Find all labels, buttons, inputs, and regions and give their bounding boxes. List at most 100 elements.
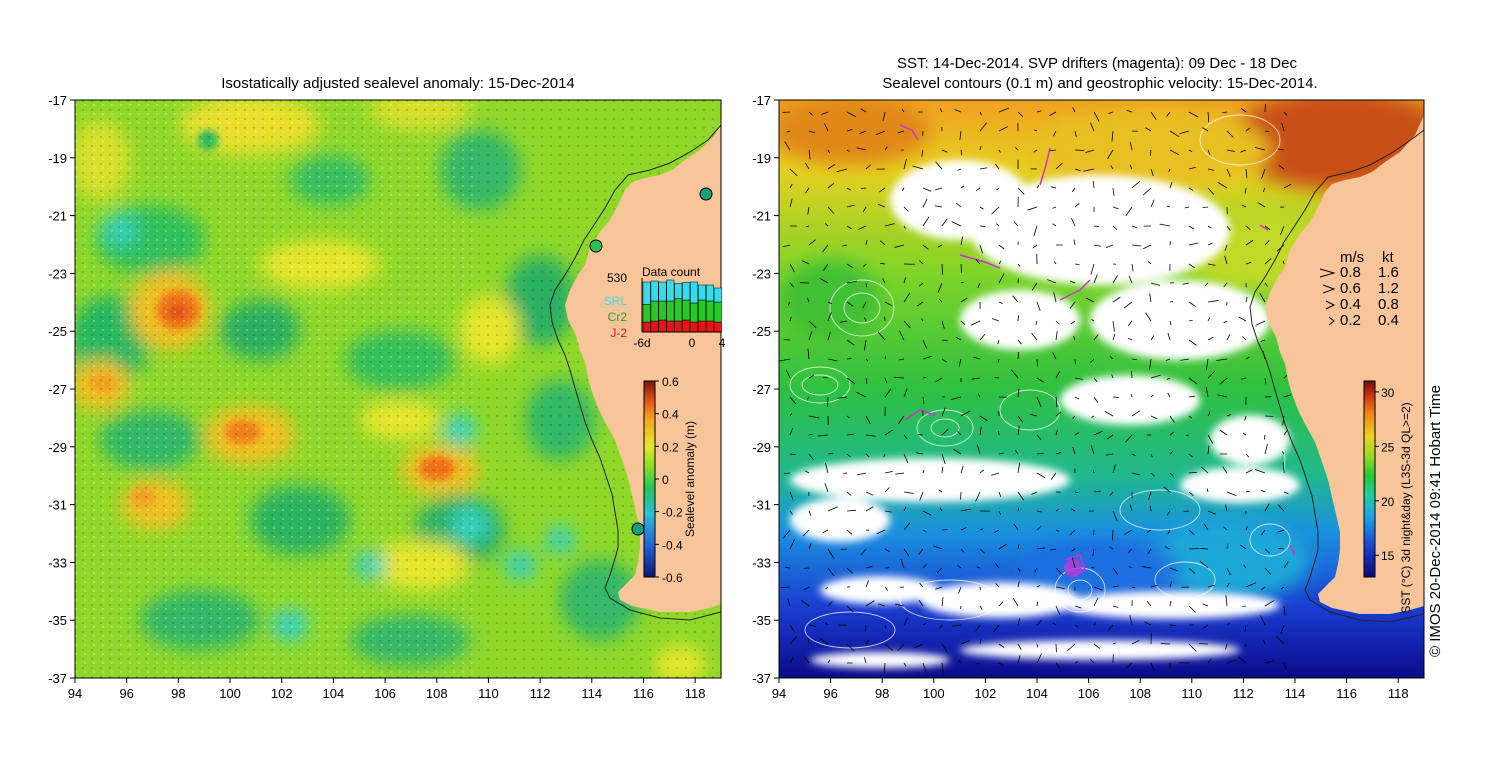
velocity-vector [1069, 280, 1076, 284]
velocity-vector [1207, 658, 1212, 664]
velocity-vector [846, 605, 854, 613]
velocity-legend-kt: 1.2 [1378, 280, 1399, 297]
velocity-vector [1112, 529, 1114, 541]
velocity-vector [878, 187, 886, 193]
velocity-vector [1226, 583, 1230, 588]
velocity-vector [1238, 316, 1247, 322]
velocity-vector [884, 301, 893, 307]
right-y-tick-label: -35 [752, 613, 771, 628]
velocity-vector [1260, 615, 1266, 626]
velocity-vector [1055, 567, 1064, 576]
data-count-bar-srl [705, 284, 714, 302]
velocity-vector [1017, 567, 1021, 572]
velocity-vector [937, 244, 943, 248]
velocity-vector [1207, 263, 1216, 266]
left-x-tick-label: 94 [68, 686, 82, 701]
left-x-tick-label: 112 [530, 686, 551, 701]
velocity-vector [1128, 565, 1133, 569]
velocity-vector [1066, 643, 1076, 652]
velocity-vector [884, 223, 895, 227]
velocity-vector [1264, 225, 1271, 231]
velocity-vector [1104, 410, 1114, 417]
velocity-vector [808, 320, 817, 328]
sst-colorbar-label: SST (°C) 3d night&day (L3S-3d QL>=2) [1399, 402, 1413, 613]
sst-colorbar: 30 25 20 15 SST (°C) 3d night&day (L3S-3d Q… [1363, 380, 1413, 614]
velocity-vector [1112, 567, 1118, 575]
velocity-vector [960, 185, 965, 189]
velocity-vector [1277, 148, 1285, 151]
velocity-vector [1112, 275, 1118, 284]
velocity-vector [789, 263, 795, 273]
velocity-vector [1074, 624, 1079, 628]
velocity-vector [1055, 411, 1062, 417]
velocity-vector [951, 221, 962, 227]
velocity-vector [789, 510, 793, 515]
velocity-vector [846, 509, 856, 512]
velocity-vector [958, 586, 962, 594]
data-count-bar-j2 [674, 320, 683, 333]
velocity-vector [1283, 662, 1287, 670]
velocity-vector [1261, 168, 1266, 179]
velocity-vector [979, 111, 982, 116]
velocity-vector [1188, 453, 1193, 458]
velocity-vector [1069, 301, 1076, 309]
velocity-vector [1033, 149, 1038, 153]
velocity-vector [922, 563, 927, 569]
data-count-inset: Data count 530 SRL Cr2 J-2 -6d 0 4 [604, 265, 726, 350]
velocity-vector [884, 548, 891, 553]
velocity-vector [865, 566, 873, 569]
velocity-vector [846, 111, 857, 118]
velocity-vector [789, 624, 795, 632]
velocity-vector [846, 149, 850, 152]
velocity-vector [1188, 471, 1198, 474]
anomaly-colorbar-tick-label: 0.2 [662, 440, 679, 454]
velocity-vector [1277, 529, 1285, 533]
left-y-tick-label: -19 [48, 151, 67, 166]
velocity-vector [903, 225, 906, 229]
velocity-vector [1074, 661, 1079, 664]
velocity-vector [1245, 296, 1248, 303]
velocity-vector [808, 239, 816, 246]
tide-gauge-marker [699, 187, 713, 201]
velocity-vector [1112, 333, 1116, 341]
data-count-bar-srl [650, 280, 659, 302]
left-x-tick-label: 108 [426, 686, 448, 701]
velocity-vector [992, 318, 1000, 322]
velocity-vector [1167, 392, 1171, 398]
velocity-vector [921, 149, 924, 157]
velocity-vector [1109, 355, 1114, 360]
velocity-vector [1279, 225, 1285, 235]
velocity-vector [919, 582, 924, 588]
velocity-vector [846, 339, 855, 346]
data-count-bar-j2 [642, 321, 651, 333]
data-count-bar-srl [658, 281, 667, 302]
velocity-vector [1149, 149, 1152, 156]
velocity-vector [960, 410, 971, 417]
velocity-vector [782, 244, 791, 248]
velocity-vector [1017, 339, 1022, 345]
data-count-bar-cr2 [674, 298, 683, 322]
velocity-vector [1012, 295, 1019, 303]
velocity-vector [936, 567, 943, 574]
velocity-vector [1150, 111, 1157, 120]
right-y-tick-label: -31 [752, 498, 771, 513]
drifter-tracks [899, 124, 1296, 579]
velocity-vector [1108, 111, 1114, 115]
velocity-vector [1150, 453, 1153, 458]
velocity-vector [1112, 605, 1119, 608]
right-x-tick-label: 114 [1285, 686, 1306, 701]
velocity-vector [955, 336, 962, 341]
velocity-vector [1245, 261, 1252, 265]
velocity-vector [1131, 358, 1137, 361]
velocity-vector [789, 427, 794, 436]
velocity-vector [1244, 643, 1247, 648]
velocity-vector [1204, 523, 1209, 531]
velocity-vector [1109, 491, 1114, 496]
left-y-tick-label: -29 [48, 440, 67, 455]
velocity-vector [903, 320, 911, 329]
velocity-vector [996, 223, 1000, 227]
velocity-vector [1282, 462, 1285, 474]
velocity-vector [1131, 586, 1136, 589]
velocity-vector [956, 202, 962, 208]
velocity-legend-arrow [1325, 300, 1336, 310]
